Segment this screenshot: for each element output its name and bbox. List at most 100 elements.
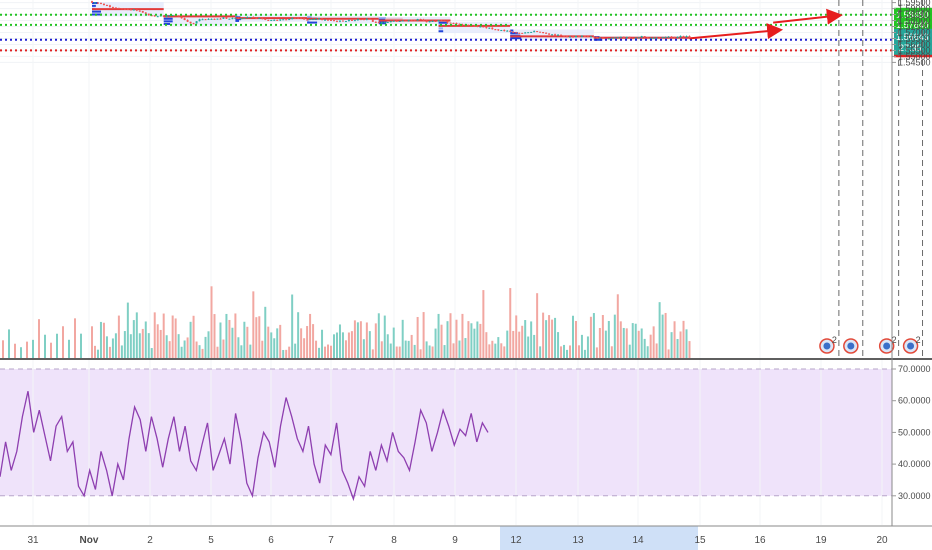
volume-bar bbox=[512, 330, 515, 358]
volume-bar bbox=[276, 328, 279, 358]
candle-body bbox=[530, 31, 533, 33]
volume-bar bbox=[589, 316, 592, 358]
volume-bar bbox=[356, 322, 359, 358]
volume-bar bbox=[524, 320, 527, 358]
candle-body bbox=[132, 9, 135, 11]
candle-body bbox=[111, 6, 114, 8]
volume-bar bbox=[640, 328, 643, 358]
volume-bar bbox=[577, 345, 580, 358]
globe-icon bbox=[883, 342, 891, 350]
time-tick-label: 2 bbox=[147, 535, 153, 546]
volume-bar bbox=[117, 315, 120, 358]
price-tick-label: 1.59000 bbox=[898, 4, 931, 14]
volume-bar bbox=[132, 320, 135, 358]
rsi-tick-label: 50.0000 bbox=[898, 427, 931, 437]
volume-bar bbox=[404, 340, 407, 358]
price-tick-label: 1.59500 bbox=[898, 0, 931, 8]
volume-bar bbox=[437, 313, 440, 358]
candle-body bbox=[655, 37, 658, 39]
candle-body bbox=[416, 19, 419, 21]
volume-bar bbox=[571, 315, 574, 358]
candle-body bbox=[168, 15, 171, 17]
volume-bar bbox=[38, 319, 40, 358]
volume-bar bbox=[425, 341, 428, 358]
projection-arrows[interactable] bbox=[689, 8, 843, 40]
candle-body bbox=[536, 31, 539, 33]
bar-countdown-label: 27:35 bbox=[899, 43, 922, 53]
volume-bar bbox=[452, 343, 455, 358]
globe-icon bbox=[907, 342, 915, 350]
volume-bar bbox=[219, 322, 222, 358]
volume-bar bbox=[398, 346, 401, 358]
volume-bar bbox=[285, 349, 288, 358]
candle-body bbox=[204, 19, 207, 21]
candle-body bbox=[533, 31, 536, 33]
profile-row bbox=[307, 15, 312, 18]
volume-bar bbox=[467, 321, 470, 358]
candle-body bbox=[682, 35, 685, 38]
candle-body bbox=[437, 20, 440, 22]
last-price-label: 1.56643 bbox=[896, 32, 929, 42]
candle-body bbox=[147, 13, 150, 16]
candle-body bbox=[548, 33, 551, 35]
candle-body bbox=[566, 35, 569, 38]
volume-bar bbox=[413, 344, 416, 358]
candle-body bbox=[452, 22, 455, 24]
volume-bar bbox=[297, 312, 300, 358]
projection-arrow[interactable] bbox=[689, 23, 784, 40]
candle-body bbox=[153, 15, 156, 17]
candle-body bbox=[201, 19, 204, 21]
candle-body bbox=[180, 16, 183, 19]
volume-bar bbox=[533, 334, 536, 358]
event-count-label: 2 bbox=[892, 335, 897, 345]
volume-bar bbox=[673, 321, 676, 358]
candle-body bbox=[359, 19, 362, 21]
candle-body bbox=[141, 11, 144, 13]
projection-arrow[interactable] bbox=[773, 8, 843, 25]
volume-bar bbox=[479, 323, 482, 358]
volume-bar bbox=[380, 341, 383, 358]
volume-bar bbox=[551, 319, 554, 358]
event-markers[interactable]: 2229 bbox=[819, 0, 932, 358]
volume-bar bbox=[518, 331, 521, 358]
candle-body bbox=[613, 37, 616, 39]
volume-bar bbox=[105, 336, 108, 358]
volume-bar bbox=[637, 330, 640, 358]
volume-bar bbox=[682, 320, 685, 358]
volume-bar bbox=[377, 313, 380, 358]
volume-bar bbox=[228, 319, 231, 358]
time-tick-label: 20 bbox=[876, 535, 888, 546]
candle-body bbox=[586, 36, 589, 38]
volume-bar bbox=[171, 315, 174, 358]
candle-body bbox=[419, 19, 422, 21]
candle-body bbox=[267, 19, 270, 21]
last-price-tag bbox=[894, 28, 932, 55]
volume-bar bbox=[365, 322, 368, 358]
candle-body bbox=[476, 25, 479, 27]
candle-body bbox=[177, 15, 180, 17]
candle-body bbox=[407, 20, 410, 22]
volume-bar bbox=[156, 324, 159, 358]
volume-bar bbox=[619, 321, 622, 358]
volume-bar bbox=[192, 315, 195, 358]
price-tick-label: 1.58000 bbox=[898, 16, 931, 26]
volume-bar bbox=[676, 338, 679, 358]
volume-bar bbox=[539, 346, 542, 358]
candle-body bbox=[294, 17, 297, 19]
volume-bar bbox=[554, 317, 557, 358]
volume-bar bbox=[252, 291, 255, 358]
volume-bar bbox=[374, 323, 377, 358]
volume-bar bbox=[332, 334, 335, 358]
candle-body bbox=[114, 7, 117, 9]
volume-bar bbox=[168, 341, 171, 358]
time-tick-label: 19 bbox=[815, 535, 827, 546]
candle-body bbox=[276, 19, 279, 21]
candle-body bbox=[554, 34, 557, 36]
candle-body bbox=[258, 17, 261, 19]
candle-body bbox=[428, 21, 431, 23]
candle-body bbox=[500, 30, 503, 32]
candle-body bbox=[264, 18, 267, 20]
candle-body bbox=[640, 36, 643, 38]
volume-bar bbox=[515, 315, 518, 358]
